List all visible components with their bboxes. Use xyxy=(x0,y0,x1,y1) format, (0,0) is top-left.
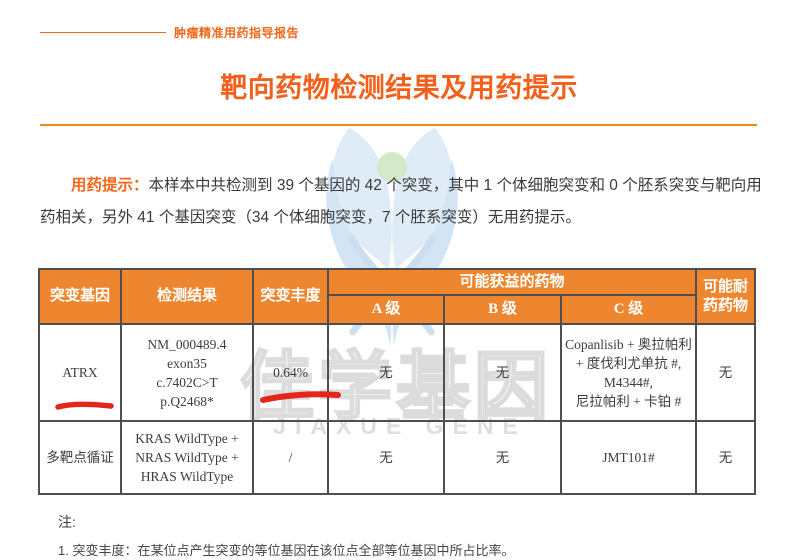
col-header-resistance: 可能耐药药物 xyxy=(695,268,756,325)
result-cell: KRAS WildType + NRAS WildType + HRAS Wil… xyxy=(120,420,254,495)
medication-advice-paragraph: 用药提示：本样本中共检测到 39 个基因的 42 个突变，其中 1 个体细胞突变… xyxy=(40,170,762,234)
level-a-cell: 无 xyxy=(327,420,445,495)
col-header-benefit-group: 可能获益的药物 xyxy=(327,268,697,296)
running-head: 肿瘤精准用药指导报告 xyxy=(40,24,299,41)
resistance-cell: 无 xyxy=(695,323,756,422)
running-head-title: 肿瘤精准用药指导报告 xyxy=(174,26,300,40)
col-header-result: 检测结果 xyxy=(120,268,254,325)
level-b-cell: 无 xyxy=(443,323,562,422)
col-header-level-a: A 级 xyxy=(327,294,445,325)
drug-result-table: 突变基因 检测结果 突变丰度 可能获益的药物 可能耐药药物 A 级 B 级 C … xyxy=(38,268,756,495)
running-head-line xyxy=(40,32,166,33)
table-row-atrx: ATRX NM_000489.4 exon35 c.7402C>T p.Q246… xyxy=(38,323,756,422)
result-cell: NM_000489.4 exon35 c.7402C>T p.Q2468* xyxy=(120,323,254,422)
note-item-1: 1. 突变丰度：在某位点产生突变的等位基因在该位点全部等位基因中所占比率。 xyxy=(58,543,515,558)
col-header-frequency: 突变丰度 xyxy=(252,268,329,325)
advice-text: 本样本中共检测到 39 个基因的 42 个突变，其中 1 个体细胞突变和 0 个… xyxy=(40,177,762,226)
level-a-cell: 无 xyxy=(327,323,445,422)
table-row-multitarget: 多靶点循证 KRAS WildType + NRAS WildType + HR… xyxy=(38,420,756,495)
notes-label: 注: xyxy=(58,514,76,530)
gene-cell: ATRX xyxy=(38,323,122,422)
level-c-cell: JMT101# xyxy=(560,420,697,495)
gene-cell: 多靶点循证 xyxy=(38,420,122,495)
level-b-cell: 无 xyxy=(443,420,562,495)
table-header-row-1: 突变基因 检测结果 突变丰度 可能获益的药物 可能耐药药物 xyxy=(38,268,756,325)
frequency-cell: 0.64% xyxy=(252,323,329,422)
col-header-level-c: C 级 xyxy=(560,294,697,325)
page-title: 靶向药物检测结果及用药提示 xyxy=(220,73,578,103)
col-header-level-b: B 级 xyxy=(443,294,562,325)
col-header-gene: 突变基因 xyxy=(38,268,122,325)
resistance-cell: 无 xyxy=(695,420,756,495)
level-c-cell: Copanlisib + 奥拉帕利 + 度伐利尤单抗 #, M4344#, 尼拉… xyxy=(560,323,697,422)
advice-label: 用药提示： xyxy=(71,177,149,194)
title-divider xyxy=(40,124,757,126)
frequency-cell: / xyxy=(252,420,329,495)
